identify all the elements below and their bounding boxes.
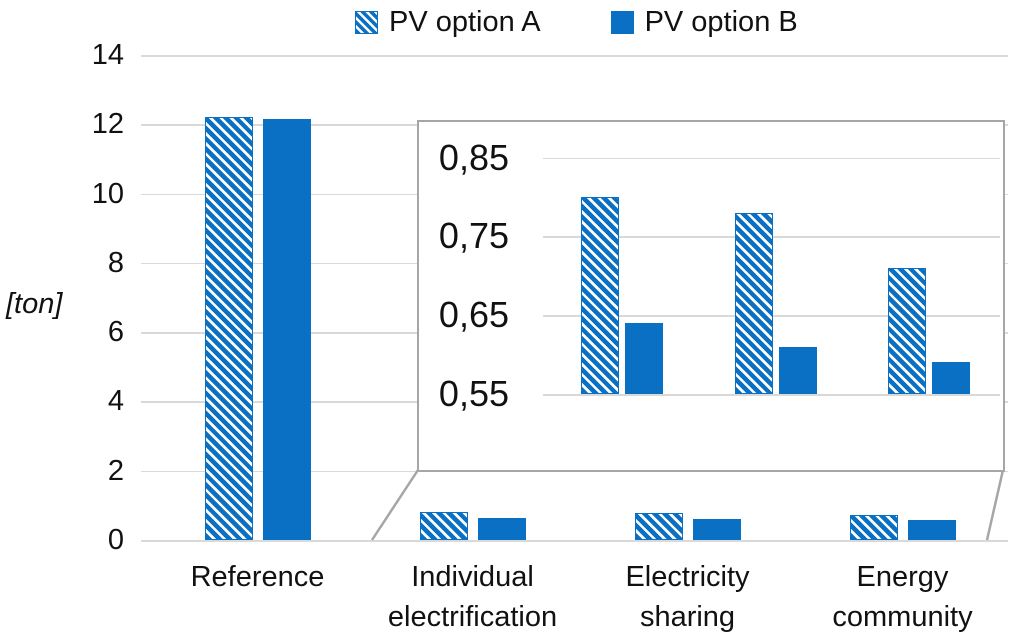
inset-zoom-panel <box>417 120 1005 472</box>
y-axis-tick-mark <box>141 332 150 334</box>
main-gridline <box>150 55 1008 57</box>
bar-pv-b-cat2 <box>692 518 741 540</box>
bar-pv-b-cat0 <box>262 119 311 540</box>
y-tick-label: 4 <box>107 385 124 418</box>
main-gridline <box>150 540 1008 542</box>
hatched-swatch-icon <box>355 10 378 34</box>
y-axis-tick-mark <box>141 55 150 57</box>
y-axis-tick-mark <box>141 124 150 126</box>
bar-pv-a-cat2 <box>634 512 683 540</box>
solid-swatch-icon <box>610 10 634 34</box>
legend-label-pv-option-b: PV option B <box>644 6 798 38</box>
y-axis-tick-mark <box>141 262 150 265</box>
bar-pv-b-cat3 <box>907 519 956 540</box>
y-tick-label: 0 <box>107 524 124 556</box>
bar-pv-a-cat3 <box>849 515 898 540</box>
y-axis-unit-label: [ton] <box>6 288 63 320</box>
callout-line-left <box>370 469 420 541</box>
legend-label-pv-option-a: PV option A <box>389 6 541 38</box>
y-tick-label: 8 <box>107 246 124 279</box>
y-axis-tick-mark <box>141 401 150 404</box>
y-tick-label: 2 <box>107 454 124 487</box>
legend-item-pv-option-a: PV option A <box>355 7 541 37</box>
legend-item-pv-option-b: PV option B <box>610 6 798 38</box>
bar-pv-a-cat0 <box>204 117 253 540</box>
x-category-label: Reference <box>190 561 325 593</box>
chart-legend: PV option A PV option B <box>355 7 798 37</box>
y-tick-label: 14 <box>91 39 124 72</box>
x-category-label: Energy community <box>832 561 973 633</box>
y-tick-label: 12 <box>91 108 124 141</box>
y-axis-tick-mark <box>141 470 150 473</box>
x-category-label: Individual electrification <box>387 561 558 633</box>
y-axis-tick-mark <box>141 540 150 542</box>
y-tick-label: 10 <box>91 177 124 210</box>
bar-pv-b-cat1 <box>477 517 526 540</box>
y-axis-tick-mark <box>141 193 150 196</box>
y-tick-label: 6 <box>107 316 124 349</box>
callout-line-right <box>985 469 1005 541</box>
x-category-label: Electricity sharing <box>625 561 750 633</box>
bar-pv-a-cat1 <box>419 512 468 540</box>
